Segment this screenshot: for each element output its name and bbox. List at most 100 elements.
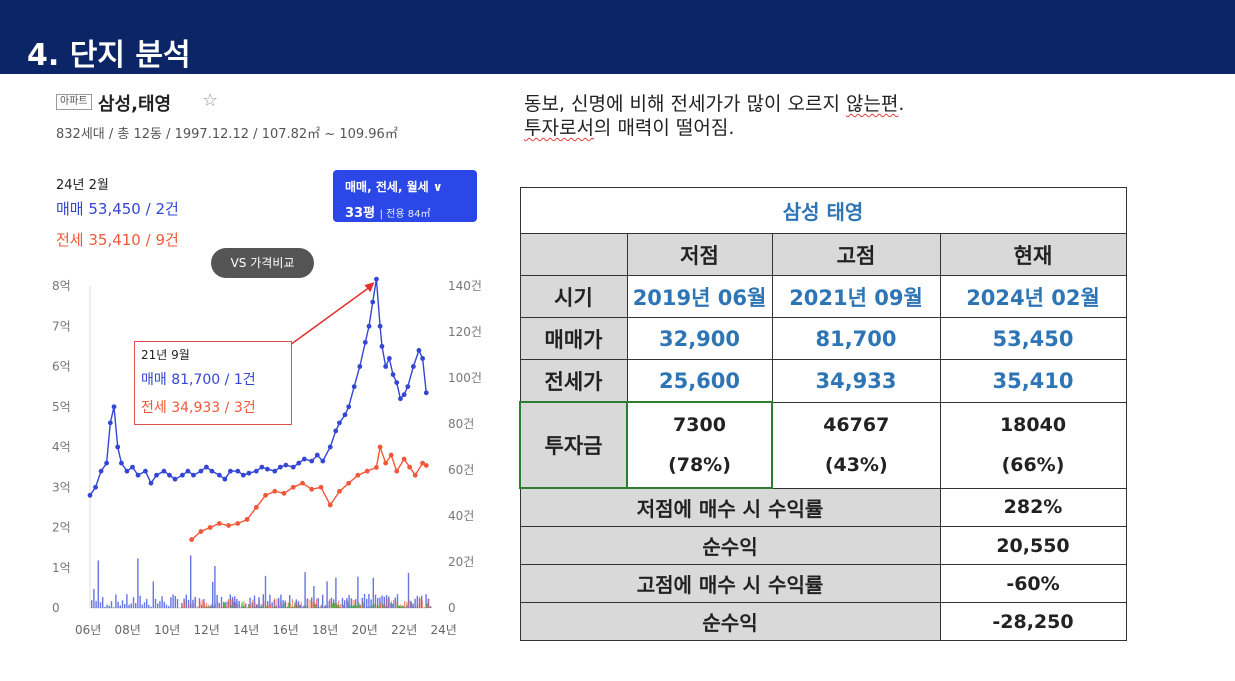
volume-bar-trade <box>117 601 119 608</box>
data-point <box>244 517 250 522</box>
volume-bar-jeonse <box>285 602 287 608</box>
volume-bar-trade <box>214 565 216 608</box>
volume-bar-trade <box>220 596 223 608</box>
volume-bar-jeonse <box>239 603 241 608</box>
data-point <box>277 464 283 470</box>
volume-bar-jeonse <box>375 604 377 608</box>
data-point <box>420 460 426 466</box>
volume-bar-jeonse <box>256 603 258 608</box>
apartment-type-tag: 아파트 <box>56 94 92 110</box>
volume-bar-trade <box>115 594 117 608</box>
volume-bar-trade <box>348 594 350 608</box>
volume-bar-jeonse <box>252 599 254 608</box>
data-point <box>235 468 241 474</box>
table-corner <box>519 233 628 276</box>
volume-bar-wolse <box>378 606 380 608</box>
volume-bar-trade <box>291 606 293 608</box>
volume-bar-jeonse <box>184 600 186 608</box>
summary-value: 282% <box>939 487 1127 527</box>
x-tick-label: 14년 <box>233 623 259 637</box>
volume-bar-trade <box>231 596 234 608</box>
volume-bar-wolse <box>334 602 336 608</box>
volume-bar-jeonse <box>329 599 331 608</box>
comment-text: 않는편 <box>845 93 899 115</box>
volume-bar-jeonse <box>397 606 399 608</box>
volume-bar-jeonse <box>322 607 324 608</box>
data-point <box>355 472 361 478</box>
deal-type-filter-button[interactable]: 매매, 전세, 월세 ∨ 33평 | 전용 84㎡ <box>333 170 477 222</box>
volume-bar-trade <box>209 606 212 608</box>
volume-bar-jeonse <box>269 604 271 608</box>
data-point <box>309 486 315 492</box>
volume-bar-jeonse <box>254 602 256 608</box>
comment-text: 동보, 신명에 비해 전세가가 많이 오르지 <box>524 93 846 115</box>
volume-bar-trade <box>337 605 339 608</box>
volume-bar-trade <box>203 599 205 608</box>
volume-bar-jeonse <box>219 607 221 608</box>
favorite-star-icon[interactable]: ☆ <box>202 90 219 111</box>
y-left-tick-label: 6억 <box>52 360 71 374</box>
volume-bar-jeonse <box>291 599 293 608</box>
volume-bar-trade <box>236 598 238 608</box>
volume-bar-trade <box>143 602 146 608</box>
data-point <box>240 472 246 478</box>
row-label-trade: 매매가 <box>519 317 628 360</box>
callout-trade: 매매 81,700 / 1건 <box>141 372 256 388</box>
volume-bar-trade <box>381 595 383 608</box>
volume-bar-wolse <box>303 605 305 608</box>
volume-bar-trade <box>141 604 143 608</box>
volume-bar-jeonse <box>399 604 401 608</box>
data-point <box>357 364 363 369</box>
volume-bar-jeonse <box>190 603 192 608</box>
volume-bar-trade <box>234 596 236 608</box>
volume-bar-jeonse <box>415 606 417 608</box>
volume-bar-trade <box>357 576 359 608</box>
deal-type-text: 매매, 전세, 월세 <box>345 180 429 194</box>
volume-bar-trade <box>240 607 242 608</box>
volume-bar-jeonse <box>311 602 313 608</box>
data-point <box>107 420 113 426</box>
volume-bar-trade <box>377 598 379 608</box>
volume-bar-jeonse <box>300 602 302 608</box>
data-point <box>148 480 154 486</box>
y-right-tick-label: 80건 <box>448 417 474 431</box>
comment-text: 투자로서 <box>524 117 594 139</box>
volume-bar-trade <box>346 598 348 608</box>
volume-bar-jeonse <box>214 603 216 608</box>
data-point <box>383 460 389 466</box>
price-compare-button[interactable]: VS 가격비교 <box>211 248 314 278</box>
volume-bar-trade <box>295 599 297 608</box>
volume-bar-wolse <box>210 604 212 608</box>
size-label: 33평 | 전용 84㎡ <box>345 202 430 221</box>
volume-bar-trade <box>260 606 262 608</box>
data-point <box>87 492 93 498</box>
volume-bar-jeonse <box>250 604 252 608</box>
x-tick-label: 24년 <box>431 623 457 637</box>
volume-bar-wolse <box>257 606 259 608</box>
volume-bar-trade <box>333 599 335 608</box>
volume-bar-jeonse <box>362 601 364 608</box>
volume-bar-trade <box>192 599 194 608</box>
data-point <box>416 348 422 353</box>
volume-bar-trade <box>388 596 390 608</box>
volume-bar-trade <box>258 597 260 608</box>
volume-bar-trade <box>293 607 295 608</box>
data-point <box>222 476 228 482</box>
volume-bar-trade <box>157 603 159 608</box>
volume-bar-trade <box>190 555 192 608</box>
volume-bar-trade <box>135 603 137 608</box>
volume-bar-trade <box>113 607 115 608</box>
data-point <box>370 299 376 305</box>
comment-text: 의 매력이 떨어짐. <box>593 117 735 139</box>
data-point <box>362 339 368 345</box>
volume-bar-jeonse <box>206 603 208 608</box>
volume-bar-wolse <box>314 604 316 608</box>
volume-bar-wolse <box>283 603 285 608</box>
volume-bar-jeonse <box>307 598 309 608</box>
volume-bar-jeonse <box>410 601 412 608</box>
volume-bar-trade <box>335 577 337 608</box>
volume-bar-jeonse <box>289 603 291 608</box>
data-point <box>318 484 324 490</box>
volume-bar-trade <box>256 604 258 608</box>
volume-bar-jeonse <box>430 606 432 608</box>
